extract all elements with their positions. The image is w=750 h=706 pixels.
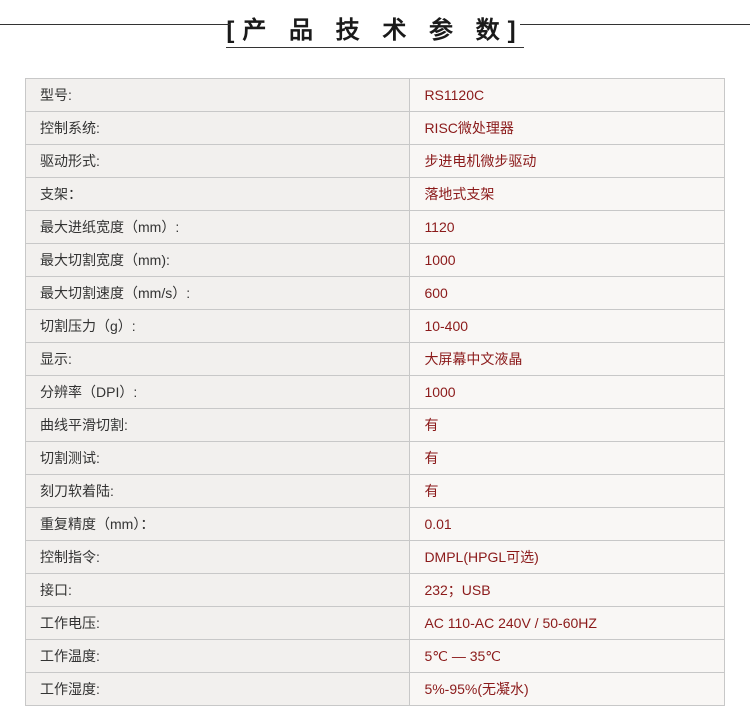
table-row: 切割压力（g）:10-400 bbox=[26, 310, 725, 343]
spec-label: 支架： bbox=[26, 178, 410, 211]
spec-table: 型号:RS1120C控制系统:RISC微处理器驱动形式:步进电机微步驱动支架：落… bbox=[25, 78, 725, 706]
spec-value: RISC微处理器 bbox=[410, 112, 725, 145]
spec-label: 最大切割宽度（mm): bbox=[26, 244, 410, 277]
spec-label: 切割压力（g）: bbox=[26, 310, 410, 343]
table-row: 控制指令:DMPL(HPGL可选) bbox=[26, 541, 725, 574]
spec-label: 显示: bbox=[26, 343, 410, 376]
spec-value: 1000 bbox=[410, 376, 725, 409]
spec-value: 1120 bbox=[410, 211, 725, 244]
spec-value: 有 bbox=[410, 442, 725, 475]
table-row: 工作温度:5℃ — 35℃ bbox=[26, 640, 725, 673]
table-row: 最大切割宽度（mm):1000 bbox=[26, 244, 725, 277]
table-row: 控制系统:RISC微处理器 bbox=[26, 112, 725, 145]
spec-value: 有 bbox=[410, 475, 725, 508]
spec-value: 落地式支架 bbox=[410, 178, 725, 211]
spec-label: 控制指令: bbox=[26, 541, 410, 574]
spec-value: AC 110-AC 240V / 50-60HZ bbox=[410, 607, 725, 640]
spec-value: RS1120C bbox=[410, 79, 725, 112]
table-row: 工作电压:AC 110-AC 240V / 50-60HZ bbox=[26, 607, 725, 640]
spec-label: 最大进纸宽度（mm）: bbox=[26, 211, 410, 244]
spec-label: 重复精度（mm）： bbox=[26, 508, 410, 541]
table-row: 刻刀软着陆:有 bbox=[26, 475, 725, 508]
spec-value: 步进电机微步驱动 bbox=[410, 145, 725, 178]
spec-label: 工作湿度: bbox=[26, 673, 410, 706]
table-row: 工作湿度:5%-95%(无凝水) bbox=[26, 673, 725, 706]
title-rule-left bbox=[0, 24, 230, 25]
spec-label: 切割测试: bbox=[26, 442, 410, 475]
title-section: [产 品 技 术 参 数] bbox=[0, 0, 750, 78]
spec-label: 驱动形式: bbox=[26, 145, 410, 178]
spec-value: 5%-95%(无凝水) bbox=[410, 673, 725, 706]
spec-label: 接口: bbox=[26, 574, 410, 607]
spec-value: 有 bbox=[410, 409, 725, 442]
table-row: 重复精度（mm）：0.01 bbox=[26, 508, 725, 541]
spec-value: 0.01 bbox=[410, 508, 725, 541]
table-row: 切割测试:有 bbox=[26, 442, 725, 475]
spec-value: 5℃ — 35℃ bbox=[410, 640, 725, 673]
table-row: 最大进纸宽度（mm）:1120 bbox=[26, 211, 725, 244]
page-title: [产 品 技 术 参 数] bbox=[226, 10, 523, 48]
spec-value: 232；USB bbox=[410, 574, 725, 607]
spec-label: 工作电压: bbox=[26, 607, 410, 640]
spec-value: 600 bbox=[410, 277, 725, 310]
spec-label: 分辨率（DPI）: bbox=[26, 376, 410, 409]
spec-label: 控制系统: bbox=[26, 112, 410, 145]
spec-label: 曲线平滑切割: bbox=[26, 409, 410, 442]
spec-label: 最大切割速度（mm/s）: bbox=[26, 277, 410, 310]
spec-label: 工作温度: bbox=[26, 640, 410, 673]
table-row: 显示:大屏幕中文液晶 bbox=[26, 343, 725, 376]
spec-value: DMPL(HPGL可选) bbox=[410, 541, 725, 574]
title-rule-right bbox=[520, 24, 750, 25]
spec-value: 1000 bbox=[410, 244, 725, 277]
table-row: 曲线平滑切割:有 bbox=[26, 409, 725, 442]
table-row: 驱动形式:步进电机微步驱动 bbox=[26, 145, 725, 178]
spec-label: 刻刀软着陆: bbox=[26, 475, 410, 508]
spec-value: 10-400 bbox=[410, 310, 725, 343]
spec-label: 型号: bbox=[26, 79, 410, 112]
table-row: 分辨率（DPI）:1000 bbox=[26, 376, 725, 409]
table-row: 最大切割速度（mm/s）:600 bbox=[26, 277, 725, 310]
spec-table-body: 型号:RS1120C控制系统:RISC微处理器驱动形式:步进电机微步驱动支架：落… bbox=[26, 79, 725, 706]
table-row: 型号:RS1120C bbox=[26, 79, 725, 112]
spec-value: 大屏幕中文液晶 bbox=[410, 343, 725, 376]
table-row: 支架：落地式支架 bbox=[26, 178, 725, 211]
table-row: 接口:232；USB bbox=[26, 574, 725, 607]
